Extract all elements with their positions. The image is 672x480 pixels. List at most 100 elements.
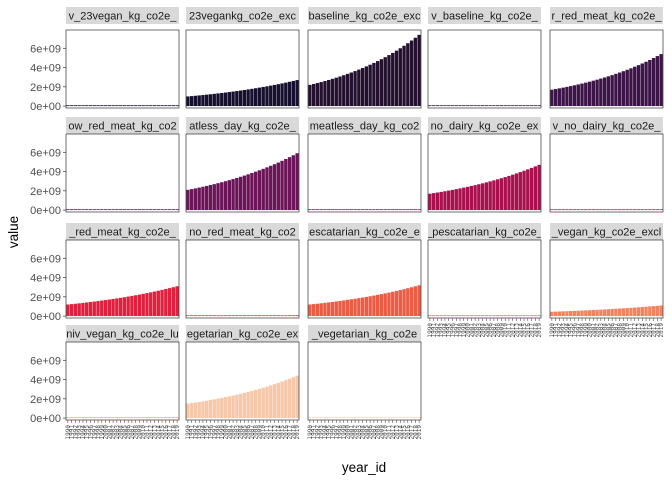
x-tick-label: 2005: [605, 323, 612, 338]
bar: [130, 417, 134, 419]
bar: [160, 209, 164, 211]
bar: [629, 209, 633, 211]
bar: [269, 165, 273, 211]
bar: [625, 209, 629, 211]
bar: [349, 209, 354, 211]
panel-border: [427, 29, 542, 109]
x-tick-label: 2005: [121, 425, 128, 440]
panel-border: [307, 133, 422, 213]
panel-border: [65, 29, 180, 109]
y-tick-label: 0e+00: [30, 205, 61, 217]
facet-panel: baseline_kg_co2e_exc: [307, 7, 422, 109]
bar: [295, 315, 299, 317]
bar: [257, 388, 262, 419]
x-tick-label: 2017: [287, 425, 294, 440]
bar: [223, 315, 228, 317]
bar: [308, 84, 312, 107]
bar: [514, 105, 519, 107]
bar: [100, 417, 104, 419]
bar: [610, 209, 614, 211]
bar: [387, 292, 391, 317]
bar: [175, 286, 179, 317]
bar: [569, 311, 573, 317]
bar: [126, 209, 130, 211]
facet-strip: [550, 223, 663, 240]
bar: [503, 177, 507, 211]
bar: [205, 185, 209, 211]
bar: [311, 304, 316, 317]
x-tick-label: 2012: [268, 425, 275, 440]
x-axis-title: year_id: [342, 460, 386, 475]
facet-strip-label: _red_meat_kg_co2e_: [68, 227, 176, 239]
x-tick-label: 2019: [174, 425, 181, 440]
bar: [580, 310, 584, 317]
bar: [495, 315, 500, 317]
bar: [454, 315, 458, 317]
x-tick-label: 2002: [594, 323, 601, 338]
bar: [533, 315, 538, 317]
x-tick-label: 1994: [322, 425, 329, 440]
bar: [651, 209, 656, 211]
bar: [644, 306, 648, 317]
x-tick-label: 1995: [204, 425, 211, 440]
facet-strip: [186, 7, 299, 24]
bar: [398, 290, 402, 317]
bar: [107, 209, 112, 211]
facet-strip: [550, 117, 663, 134]
panel-border: [307, 239, 422, 319]
bar: [580, 209, 584, 211]
bar: [621, 209, 626, 211]
bar: [149, 209, 153, 211]
bar: [398, 209, 402, 211]
bar: [599, 78, 603, 107]
bar: [391, 52, 395, 107]
bar: [167, 288, 172, 317]
bar: [160, 289, 164, 317]
x-tick-label: 2013: [272, 425, 279, 440]
bar: [280, 83, 284, 107]
facet-panel: v_23vegan_kg_co2e_: [65, 7, 180, 109]
panel-border: [427, 133, 542, 213]
bar: [311, 83, 316, 107]
bar: [565, 86, 569, 107]
y-tick-label: 4e+09: [30, 167, 61, 179]
facet-strip: [66, 117, 179, 134]
x-tick-label: 2003: [356, 425, 363, 440]
bar: [587, 310, 592, 317]
bar: [66, 304, 70, 317]
bar: [111, 298, 115, 317]
x-tick-label: 2005: [241, 425, 248, 440]
bar: [145, 417, 149, 419]
bar: [484, 315, 489, 317]
bar: [349, 417, 354, 419]
bar: [484, 182, 489, 211]
bar: [617, 209, 622, 211]
bar: [614, 73, 618, 107]
bar: [216, 183, 220, 211]
facet-panels: v_23vegan_kg_co2e_ 23vegankg_co2e_exc base…: [65, 7, 664, 421]
x-tick-label: 2009: [378, 425, 385, 440]
bar: [227, 315, 232, 317]
x-tick-label: 1990: [307, 425, 314, 440]
y-tick-label: 6e+09: [30, 147, 61, 159]
bar: [284, 159, 288, 211]
bar: [315, 417, 320, 419]
bar: [100, 300, 104, 317]
bar: [100, 209, 104, 211]
bar: [480, 105, 485, 107]
bar: [368, 209, 372, 211]
x-tick-label: 2003: [476, 323, 483, 338]
x-tick-label: 2017: [409, 425, 416, 440]
facet-strip-label: _vegetarian_kg_co2e: [311, 329, 417, 341]
bar: [565, 311, 569, 317]
bar: [443, 191, 447, 211]
x-tick-label: 2016: [647, 323, 654, 338]
bar: [495, 105, 500, 107]
bar: [537, 105, 541, 107]
facet-panel: v_baseline_kg_co2e_: [427, 7, 542, 109]
bar: [88, 417, 93, 419]
bar: [85, 209, 89, 211]
x-tick-label: 1990: [427, 323, 434, 338]
bar: [126, 105, 130, 107]
